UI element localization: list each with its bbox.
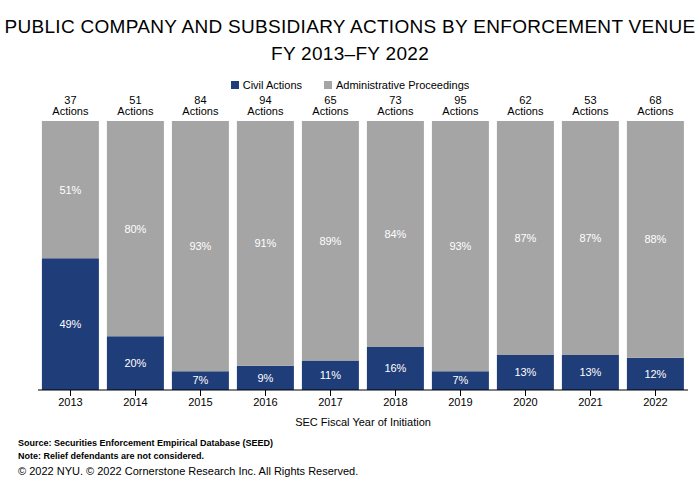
svg-text:87%: 87% [514,232,536,244]
svg-text:16%: 16% [384,362,406,374]
svg-text:2018: 2018 [383,396,407,408]
html-text:Note: Relief defendants are no: Note: Relief defendants are not consider… [18,451,204,461]
svg-text:2013: 2013 [58,396,82,408]
svg-text:68Actions: 68Actions [637,96,674,117]
html-text:Source: Securities Enforcement: Source: Securities Enforcement Empirical… [18,438,274,448]
svg-text:91%: 91% [254,237,276,249]
html-text:© 2022 NYU. © 2022 Cornerstone: © 2022 NYU. © 2022 Cornerstone Research … [18,465,359,477]
svg-text:65Actions: 65Actions [312,96,349,117]
svg-text:2022: 2022 [643,396,667,408]
svg-text:7%: 7% [192,374,208,386]
svg-text:2015: 2015 [188,396,212,408]
svg-text:7%: 7% [452,374,468,386]
svg-text:80%: 80% [124,223,146,235]
svg-text:93%: 93% [189,240,211,252]
svg-text:13%: 13% [579,366,601,378]
svg-text:53Actions: 53Actions [572,96,609,117]
svg-text:2017: 2017 [318,396,342,408]
html-text:FY 2013–FY 2022: FY 2013–FY 2022 [271,43,429,64]
svg-text:2014: 2014 [123,396,147,408]
svg-text:87%: 87% [579,232,601,244]
svg-text:62Actions: 62Actions [507,96,544,117]
svg-text:84%: 84% [384,228,406,240]
svg-text:95Actions: 95Actions [442,96,479,117]
svg-text:2019: 2019 [448,396,472,408]
svg-text:94Actions: 94Actions [247,96,284,117]
svg-text:2021: 2021 [578,396,602,408]
html-text:Civil Actions: Civil Actions [242,79,302,91]
svg-text:49%: 49% [59,318,81,330]
svg-text:51%: 51% [59,184,81,196]
svg-text:73Actions: 73Actions [377,96,414,117]
svg-text:88%: 88% [644,233,666,245]
svg-text:89%: 89% [319,235,341,247]
svg-text:13%: 13% [514,366,536,378]
svg-text:SEC Fiscal Year of Initiation: SEC Fiscal Year of Initiation [295,416,431,426]
svg-text:12%: 12% [644,368,666,380]
svg-text:37Actions: 37Actions [52,96,89,117]
html-text:Administrative Proceedings: Administrative Proceedings [336,79,470,91]
svg-text:84Actions: 84Actions [182,96,219,117]
svg-text:51Actions: 51Actions [117,96,154,117]
svg-text:2016: 2016 [253,396,277,408]
svg-text:20%: 20% [124,357,146,369]
svg-text:93%: 93% [449,240,471,252]
svg-text:9%: 9% [257,372,273,384]
svg-text:11%: 11% [320,369,341,381]
svg-text:2020: 2020 [513,396,537,408]
html-text:PUBLIC COMPANY AND SUBSIDIARY: PUBLIC COMPANY AND SUBSIDIARY ACTIONS BY… [4,16,696,37]
